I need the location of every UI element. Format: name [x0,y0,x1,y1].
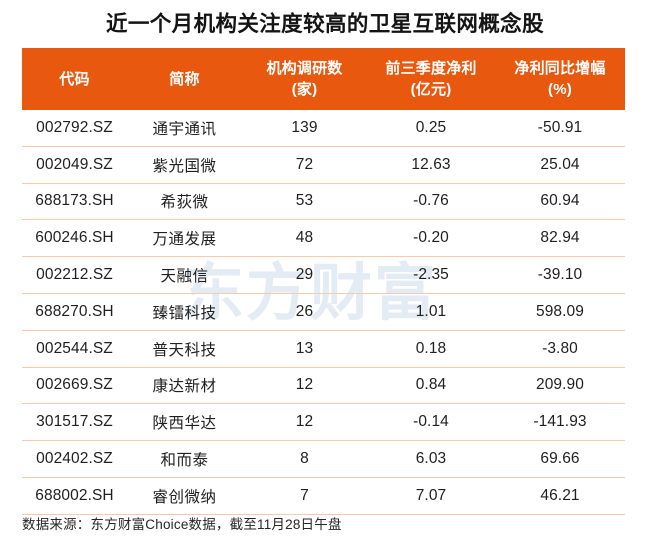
cell-name: 和而泰 [127,440,242,478]
cell-code: 002212.SZ [22,256,127,294]
cell-profit: 6.03 [367,440,495,478]
cell-name: 康达新材 [127,367,242,405]
cell-profit: 1.01 [367,293,495,331]
cell-code: 301517.SZ [22,403,127,442]
cell-profit: -0.14 [367,403,495,442]
cell-growth: -3.80 [495,330,625,368]
table-row: 002669.SZ 康达新材 12 0.84 209.90 [22,367,625,405]
cell-growth: 25.04 [495,146,625,184]
table-row: 002402.SZ 和而泰 8 6.03 69.66 [22,440,625,478]
column-header-growth: 净利同比增幅 (%) [495,48,625,110]
cell-name: 紫光国微 [127,146,242,184]
cell-code: 002544.SZ [22,330,127,368]
cell-growth: 69.66 [495,440,625,478]
cell-code: 002402.SZ [22,440,127,478]
column-header-profit-line1: 前三季度净利 [385,60,477,77]
cell-surveys: 139 [242,110,367,147]
cell-surveys: 72 [242,146,367,184]
cell-code: 002669.SZ [22,367,127,405]
cell-growth: 82.94 [495,219,625,258]
cell-name: 臻镭科技 [127,293,242,331]
column-header-surveys-line1: 机构调研数 [266,60,343,77]
column-header-profit-line2: (亿元) [410,81,452,98]
column-header-code-line1: 代码 [59,70,90,88]
cell-growth: -141.93 [495,403,625,442]
cell-name: 希荻微 [127,183,242,221]
cell-surveys: 53 [242,183,367,221]
table-row: 688173.SH 希荻微 53 -0.76 60.94 [22,183,625,221]
cell-surveys: 12 [242,367,367,405]
cell-name: 睿创微纳 [127,477,242,515]
cell-growth: 60.94 [495,183,625,221]
cell-code: 002049.SZ [22,146,127,184]
cell-profit: -0.76 [367,183,495,221]
cell-profit: -0.20 [367,219,495,258]
column-header-code: 代码 [22,48,127,110]
cell-name: 陕西华达 [127,403,242,442]
table-row: 002544.SZ 普天科技 13 0.18 -3.80 [22,330,625,368]
cell-surveys: 29 [242,256,367,294]
cell-surveys: 8 [242,440,367,478]
cell-growth: 46.21 [495,477,625,515]
table-header: 代码 简称 机构调研数 (家) 前三季度净利 (亿元) 净利同比增幅 [22,48,625,110]
table-row: 688270.SH 臻镭科技 26 1.01 598.09 [22,293,625,331]
cell-code: 002792.SZ [22,110,127,147]
data-source-note: 数据来源：东方财富Choice数据，截至11月28日午盘 [22,517,342,532]
stock-table-container: 代码 简称 机构调研数 (家) 前三季度净利 (亿元) 净利同比增幅 [22,48,625,515]
cell-growth: 598.09 [495,293,625,331]
table-row: 688002.SH 睿创微纳 7 7.07 46.21 [22,477,625,515]
cell-surveys: 7 [242,477,367,515]
cell-growth: -50.91 [495,110,625,147]
cell-surveys: 13 [242,330,367,368]
column-header-surveys: 机构调研数 (家) [242,48,367,110]
column-header-surveys-line2: (家) [291,81,318,98]
cell-code: 688173.SH [22,183,127,221]
cell-surveys: 26 [242,293,367,331]
cell-name: 万通发展 [127,219,242,258]
table-row: 002049.SZ 紫光国微 72 12.63 25.04 [22,146,625,184]
table-row: 002212.SZ 天融信 29 -2.35 -39.10 [22,256,625,294]
column-header-name-line1: 简称 [169,70,200,88]
cell-profit: 7.07 [367,477,495,515]
cell-name: 通宇通讯 [127,110,242,147]
column-header-growth-line2: (%) [548,81,572,98]
table-row: 002792.SZ 通宇通讯 139 0.25 -50.91 [22,110,625,147]
column-header-profit: 前三季度净利 (亿元) [367,48,495,110]
cell-surveys: 48 [242,219,367,258]
cell-growth: 209.90 [495,367,625,405]
table-row: 301517.SZ 陕西华达 12 -0.14 -141.93 [22,403,625,442]
page-title: 近一个月机构关注度较高的卫星互联网概念股 [105,12,544,36]
stock-table: 代码 简称 机构调研数 (家) 前三季度净利 (亿元) 净利同比增幅 [22,48,625,515]
cell-name: 天融信 [127,256,242,294]
cell-profit: -2.35 [367,256,495,294]
table-row: 600246.SH 万通发展 48 -0.20 82.94 [22,219,625,258]
column-header-growth-line1: 净利同比增幅 [514,60,606,77]
cell-profit: 12.63 [367,146,495,184]
cell-profit: 0.25 [367,110,495,147]
table-body: 002792.SZ 通宇通讯 139 0.25 -50.91 002049.SZ 紫光国微 7… [22,110,625,515]
cell-name: 普天科技 [127,330,242,368]
table-header-row: 代码 简称 机构调研数 (家) 前三季度净利 (亿元) 净利同比增幅 [22,48,625,110]
cell-code: 688002.SH [22,477,127,515]
column-header-name: 简称 [127,48,242,110]
cell-profit: 0.18 [367,330,495,368]
cell-code: 600246.SH [22,219,127,258]
cell-code: 688270.SH [22,293,127,331]
cell-profit: 0.84 [367,367,495,405]
cell-surveys: 12 [242,403,367,442]
cell-growth: -39.10 [495,256,625,294]
